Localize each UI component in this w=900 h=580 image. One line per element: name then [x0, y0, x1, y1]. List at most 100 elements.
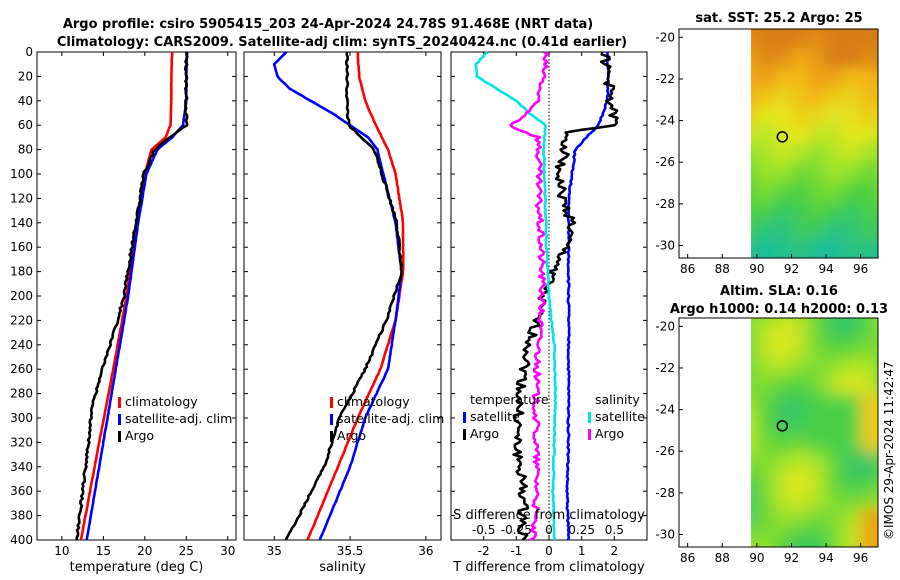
ytick-label: 60 [18, 118, 33, 132]
map-cell [878, 258, 896, 278]
map-cell [843, 394, 862, 415]
ytick-label: 220 [10, 313, 33, 327]
map-cell [774, 105, 793, 126]
legend-label: climatology [337, 394, 410, 409]
map-cell [791, 470, 810, 491]
imos-credit: ©IMOS 29-Apr-2024 11:42:47 [882, 361, 896, 540]
map-cell [808, 200, 828, 221]
figure-title-line1: Argo profile: csiro 5905415_203 24-Apr-2… [63, 17, 593, 32]
map-cell [860, 489, 878, 510]
map-cell [860, 451, 878, 472]
map-cell [756, 219, 776, 240]
map-cell [791, 451, 810, 472]
map-cell [843, 470, 862, 491]
ytick-label: 200 [10, 289, 33, 303]
map-cell [843, 124, 862, 145]
map-panel-sla: 86 88 90 92 94 96 -20 -22 -24 -26 -28 -30 [655, 317, 879, 565]
map-cell [791, 356, 810, 377]
map-cell [860, 337, 878, 358]
map-cell [774, 375, 793, 396]
map-ytick-label: -30 [655, 528, 675, 542]
legend-label: satellite-adj. clim [337, 411, 444, 426]
xtick-label: -1 [510, 544, 522, 558]
sst-map-title: sat. SST: 25.2 Argo: 25 [695, 11, 862, 26]
map-cell [826, 86, 845, 107]
map-cell [751, 356, 758, 377]
map-cell [808, 67, 828, 88]
map-cell [843, 375, 862, 396]
map-cell [751, 105, 758, 126]
map-cell [791, 67, 810, 88]
map-cell [751, 67, 758, 88]
map-cell [878, 105, 896, 125]
map-cell [808, 375, 828, 396]
map-cell [751, 527, 758, 547]
panel-difference: -2 -1 0 1 2 T difference from climatology -0.5… [450, 50, 648, 575]
map-cell [860, 48, 878, 69]
map-cell [860, 29, 878, 30]
map-ytick-label: -20 [655, 30, 675, 44]
stick-label: -0.25 [501, 523, 532, 537]
series-line-t-argo [512, 51, 619, 541]
map-cell [826, 200, 845, 221]
map-cell [843, 105, 862, 126]
legend-swatch [118, 414, 121, 425]
sla-map-title-line2: Argo h1000: 0.14 h2000: 0.13 [670, 302, 888, 317]
map-cell [808, 508, 828, 529]
map-cell [756, 200, 776, 221]
map-ytick-label: -20 [655, 319, 675, 333]
map-cell [878, 163, 896, 183]
map-cell [826, 508, 845, 529]
figure-title-line2: Climatology: CARS2009. Satellite-adj cli… [57, 35, 627, 50]
series-line-climatology [79, 52, 174, 541]
map-cell [751, 48, 758, 69]
map-cell [756, 508, 776, 529]
map-cell [791, 527, 810, 547]
sla-map-title-line1: Altim. SLA: 0.16 [720, 284, 838, 299]
legend-swatch [588, 412, 591, 423]
map-ytick-label: -26 [655, 155, 675, 169]
map-cell [756, 238, 776, 258]
map-cell [774, 318, 793, 339]
map-cell [751, 318, 758, 339]
map-cell [860, 375, 878, 396]
ytick-label: 160 [10, 240, 33, 254]
map-cell [808, 29, 828, 50]
map-cell [756, 356, 776, 377]
map-cell [860, 432, 878, 453]
map-cell [826, 124, 845, 145]
map-cell [751, 489, 758, 510]
map-cell [774, 508, 793, 529]
map-cell [843, 200, 862, 221]
map-cell [843, 181, 862, 202]
map-cell [860, 200, 878, 221]
map-cell [791, 375, 810, 396]
xtick-label: 35.5 [337, 544, 364, 558]
ytick-label: 260 [10, 362, 33, 376]
map-cell [826, 67, 845, 88]
map-cell [808, 489, 828, 510]
legend-swatch [118, 431, 121, 442]
map-cell [826, 219, 845, 240]
map-cell [826, 375, 845, 396]
map-cell [756, 105, 776, 126]
map-cell [878, 201, 896, 221]
map-cell [878, 29, 896, 49]
map-cell [826, 432, 845, 453]
legend-label: Argo [595, 426, 624, 441]
map-cell [808, 181, 828, 202]
map-cell [826, 143, 845, 164]
map-cell [774, 67, 793, 88]
map-cell [826, 394, 845, 415]
map-cell [791, 105, 810, 126]
map-xtick-label: 88 [715, 262, 730, 276]
legend-label: climatology [125, 394, 198, 409]
map-cell [751, 451, 758, 472]
map-cell [791, 238, 810, 258]
map-cell [843, 356, 862, 377]
map-cell [774, 29, 793, 50]
map-cell [843, 67, 862, 88]
map-cell [791, 508, 810, 529]
map-cell [860, 124, 878, 145]
ytick-label: 120 [10, 191, 33, 205]
